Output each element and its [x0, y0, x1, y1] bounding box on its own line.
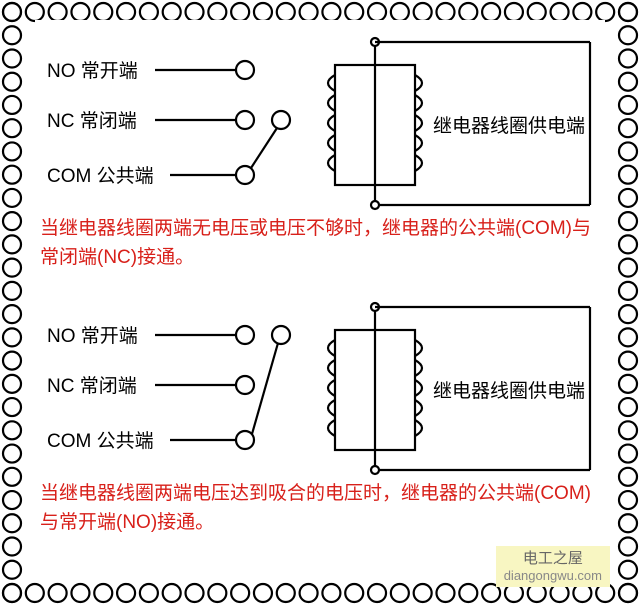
page-frame: NO 常开端 NC 常闭端 COM 公共端 — [0, 0, 640, 605]
watermark: 电工之屋 diangongwu.com — [496, 546, 610, 587]
nc-ring-2 — [272, 111, 290, 129]
nc-terminal-label: NC 常闭端 — [47, 375, 137, 397]
switch-arm — [251, 128, 277, 168]
relay-diagram-nc: NO 常开端 NC 常闭端 COM 公共端 — [35, 20, 605, 285]
coil-power-label: 继电器线圈供电端 — [433, 380, 585, 402]
coil-bot-term — [371, 201, 379, 209]
switch-arm — [252, 343, 278, 434]
watermark-url: diangongwu.com — [504, 568, 602, 585]
no-terminal-label: NO 常开端 — [47, 325, 138, 347]
nc-ring — [236, 376, 254, 394]
com-ring — [236, 166, 254, 184]
watermark-title: 电工之屋 — [504, 549, 602, 569]
nc-ring-1 — [236, 111, 254, 129]
content-area: NO 常开端 NC 常闭端 COM 公共端 — [35, 20, 605, 580]
diagram2-caption: 当继电器线圈两端电压达到吸合的电压时，继电器的公共端(COM)与常开端(NO)接… — [35, 480, 605, 542]
relay-schematic-1: NO 常开端 NC 常闭端 COM 公共端 — [35, 20, 605, 215]
relay-schematic-2: NO 常开端 NC 常闭端 COM 公共端 — [35, 285, 605, 480]
nc-terminal-label: NC 常闭端 — [47, 110, 137, 132]
diagram1-caption: 当继电器线圈两端无电压或电压不够时，继电器的公共端(COM)与常闭端(NC)接通… — [35, 215, 605, 277]
no-terminal-label: NO 常开端 — [47, 60, 138, 82]
relay-diagram-no: NO 常开端 NC 常闭端 COM 公共端 — [35, 285, 605, 560]
no-ring-2 — [272, 326, 290, 344]
coil-power-label: 继电器线圈供电端 — [433, 115, 585, 137]
com-terminal-label: COM 公共端 — [47, 430, 154, 452]
no-ring — [236, 61, 254, 79]
coil-bot-term — [371, 466, 379, 474]
no-ring-1 — [236, 326, 254, 344]
com-terminal-label: COM 公共端 — [47, 165, 154, 187]
